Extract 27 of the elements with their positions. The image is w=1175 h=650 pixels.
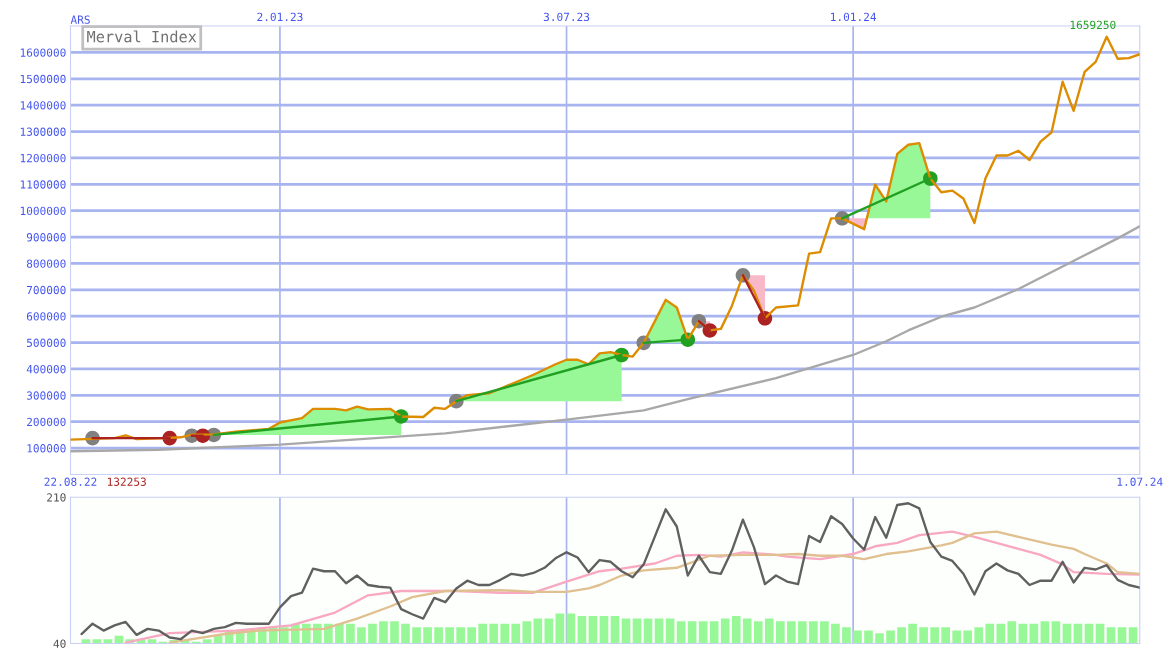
y-tick-label: 900000 <box>26 233 66 242</box>
y-tick-label: 500000 <box>26 338 66 347</box>
x-tick-label: 22.08.22 <box>44 477 97 486</box>
y-tick-label: 700000 <box>26 285 66 295</box>
y-tick-label: 210 <box>47 493 66 502</box>
y-tick-label: 1600000 <box>20 48 66 57</box>
y-tick-label: 1400000 <box>20 101 66 110</box>
y-tick-label: 300000 <box>26 391 66 400</box>
y-tick-label: 1500000 <box>20 74 66 84</box>
x2-tick-label: 1.01.24 <box>831 12 877 22</box>
y-axis-title: ARS <box>70 15 90 24</box>
y-tick-label: 200000 <box>27 417 66 427</box>
y-tick-label: 1300000 <box>20 127 66 136</box>
y-tick-label: 1100000 <box>20 180 66 189</box>
y-tick-label: 800000 <box>26 259 66 268</box>
annotation: 1659250 <box>1070 20 1116 30</box>
y-tick-label: 1200000 <box>20 153 66 163</box>
y-tick-label: 40 <box>53 639 66 648</box>
x-tick-label: 1.07.24 <box>1117 477 1163 486</box>
y-tick-label: 400000 <box>26 364 66 374</box>
y-tick-label: 100000 <box>27 444 66 453</box>
y-tick-label: 600000 <box>26 312 66 321</box>
chart-title: Merval Index <box>87 30 197 43</box>
y-tick-label: 1000000 <box>20 206 66 216</box>
x2-tick-label: 2.01.23 <box>257 12 303 22</box>
text: 132253 <box>107 477 146 486</box>
x2-tick-label: 3.07.23 <box>543 12 590 22</box>
